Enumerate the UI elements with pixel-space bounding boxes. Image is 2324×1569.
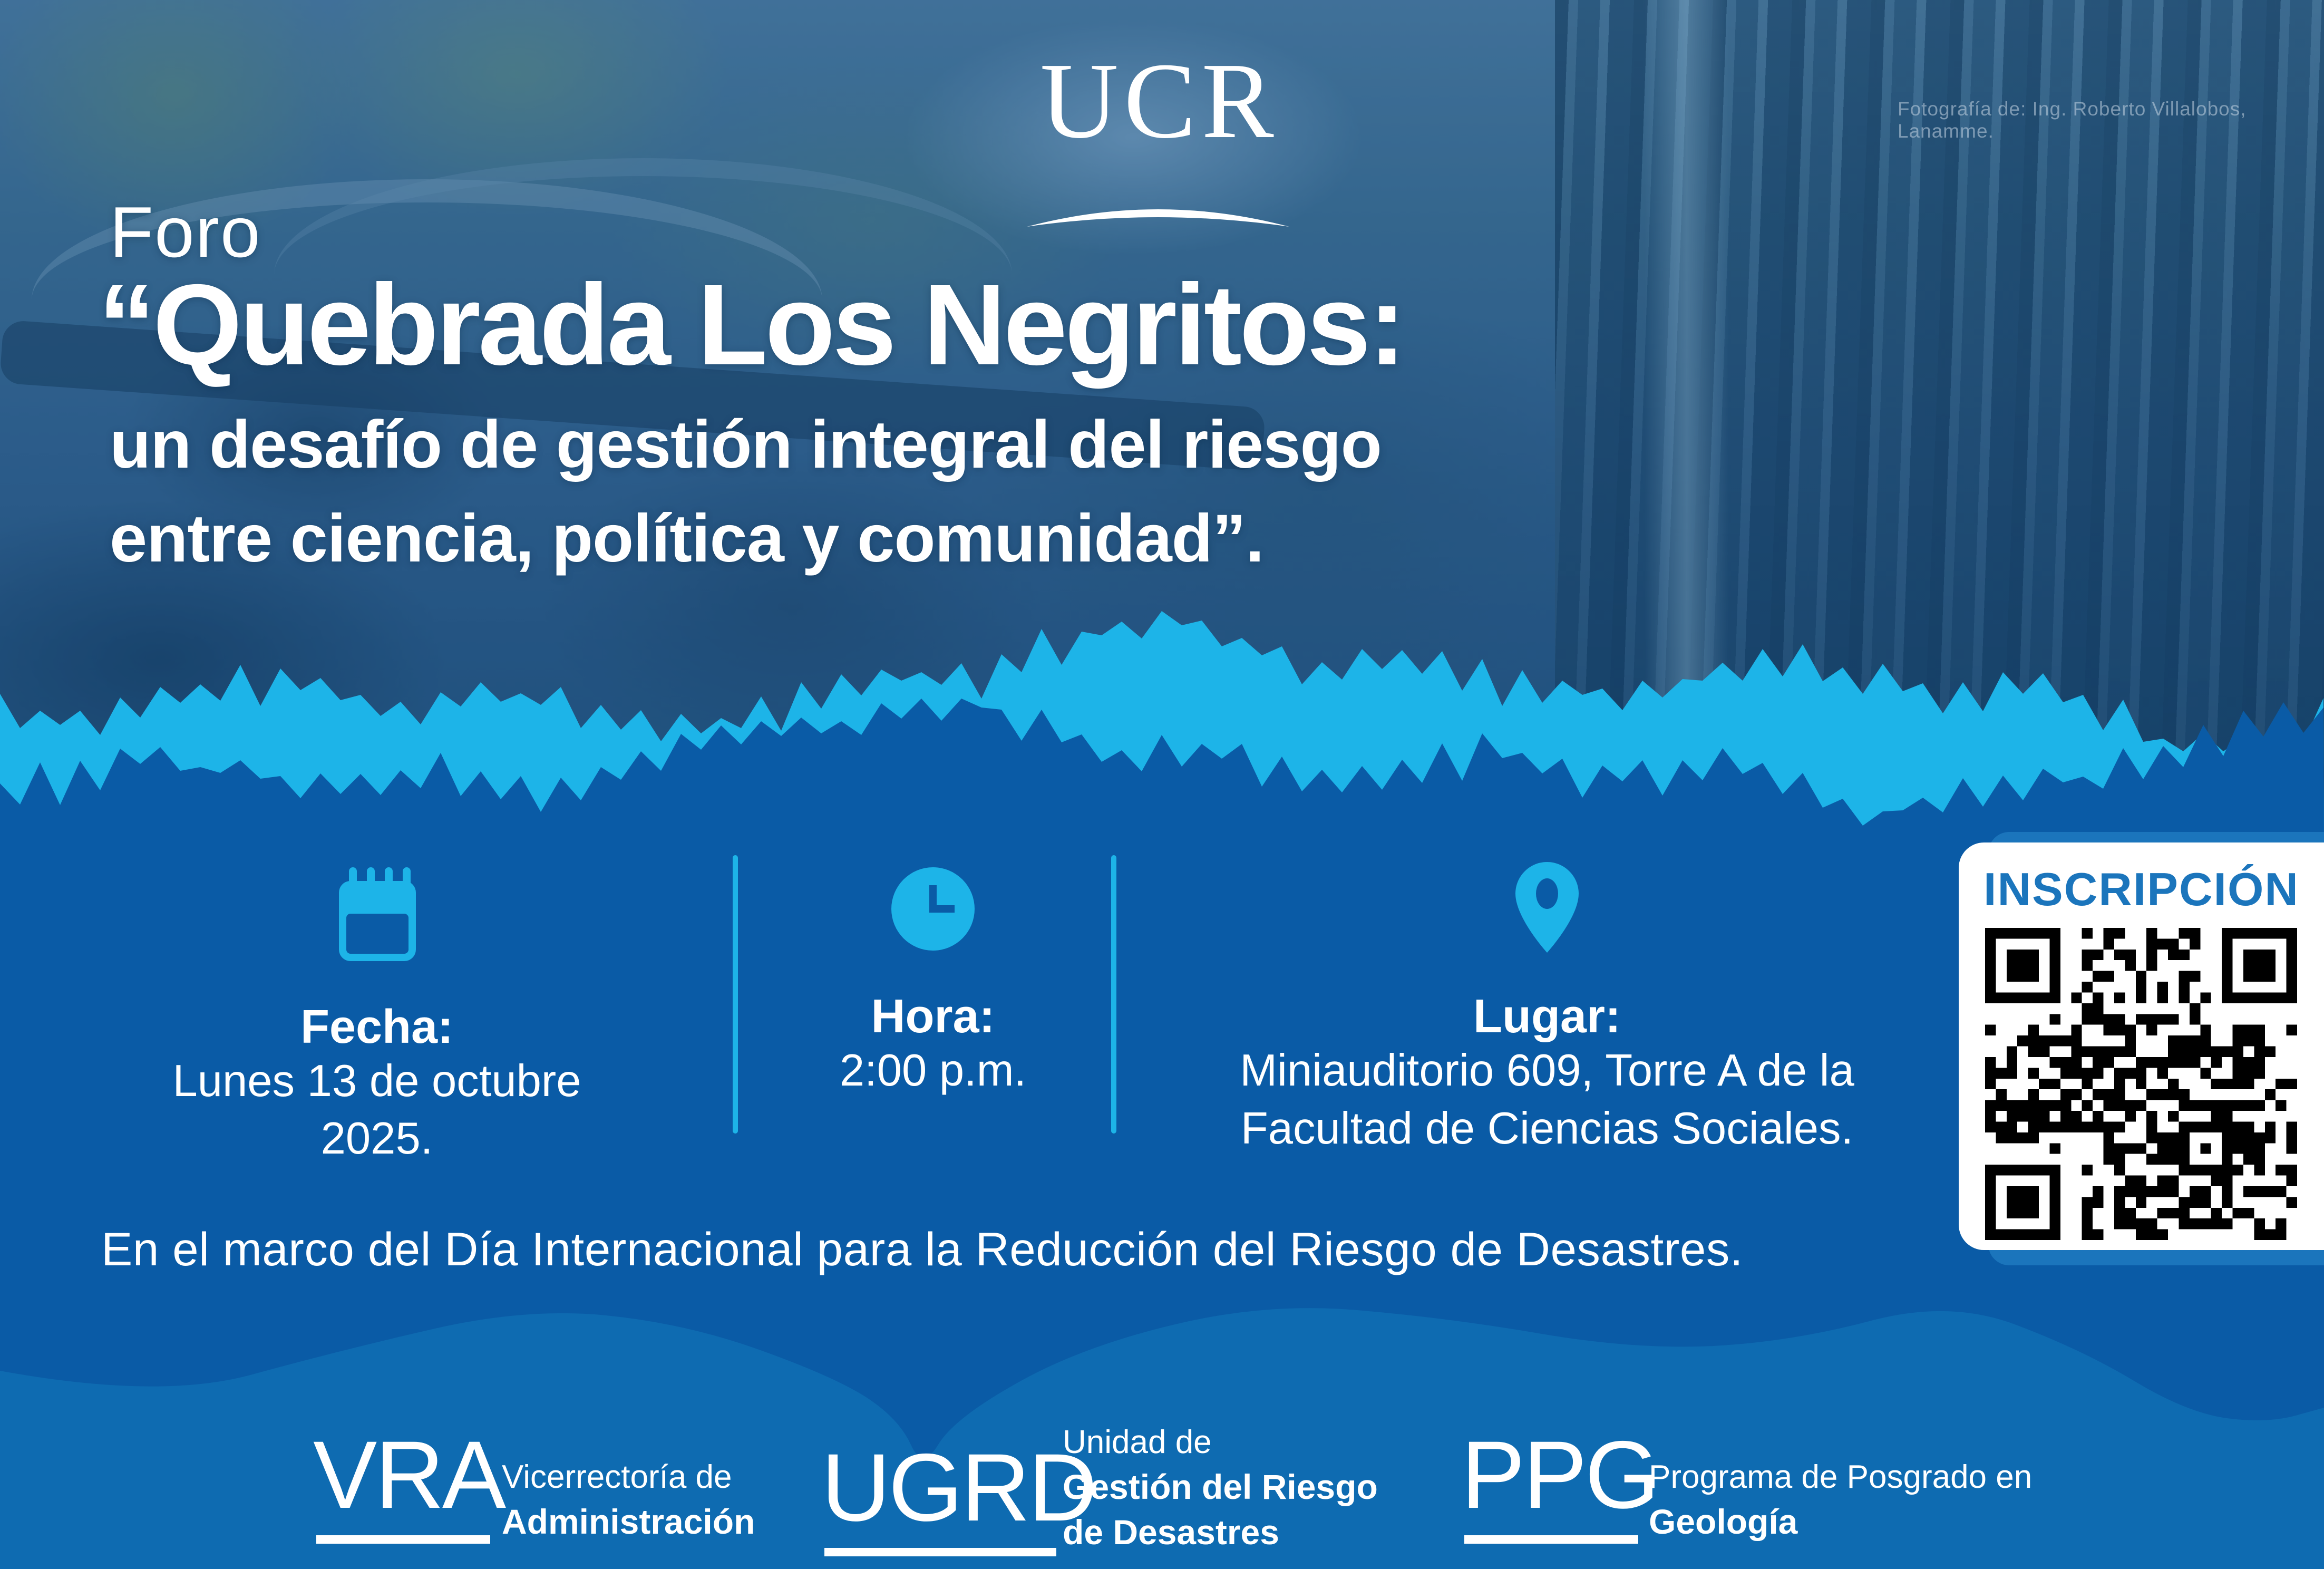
lugar-value-line2: Facultad de Ciencias Sociales. [1240,1103,1854,1154]
vra-underline [316,1535,490,1544]
registration-title: INSCRIPCIÓN [1983,863,2299,915]
fecha-value: Lunes 13 de octubre 2025. [172,1056,581,1164]
vra-label-line2: Administración [502,1502,755,1541]
lugar-value-line1: Miniauditorio 609, Torre A de la [1240,1045,1854,1096]
qr-code[interactable] [1985,928,2297,1240]
event-title-line2: un desafío de gestión integral del riesg… [110,407,1382,482]
event-kicker: Foro [110,192,261,272]
event-title-line3: entre ciencia, política y comunidad”. [110,501,1264,576]
ucr-logo: UCR [1040,40,1279,161]
ugrd-logo: UGRD [821,1434,1097,1541]
event-title-line1: “Quebrada Los Negritos: [98,261,1406,389]
column-divider-2 [1111,855,1116,1134]
ugrd-label-line2: Gestión del Riesgo [1063,1467,1378,1506]
hora-value: 2:00 p.m. [839,1045,1027,1096]
clock-icon [891,867,975,951]
ucr-logo-arc [1027,209,1289,227]
photo-credit: Fotografía de: Ing. Roberto Villalobos, … [1898,98,2247,142]
hora-label: Hora: [871,990,995,1043]
vra-label-line1: Vicerrectoría de [502,1459,732,1495]
bottom-wave-band [0,1308,2324,1569]
fecha-label: Fecha: [300,1001,454,1053]
ppg-logo: PPG [1461,1421,1659,1528]
framing-note: En el marco del Día Internacional para l… [101,1223,1744,1275]
bamboo-highlight [1645,0,1729,791]
torn-paper-edge [0,611,2324,844]
column-divider-1 [733,855,738,1134]
ugrd-label-line3: de Desastres [1063,1513,1279,1552]
registration-card: INSCRIPCIÓN [1959,842,2324,1250]
vra-logo: VRA [313,1421,506,1528]
ppg-label-line2: Geología [1649,1502,1798,1541]
calendar-icon [339,867,416,961]
ugrd-label-line1: Unidad de [1063,1424,1212,1460]
ppg-underline [1464,1535,1638,1544]
location-pin-icon [1515,862,1579,953]
lugar-label: Lugar: [1473,990,1621,1043]
ppg-label-line1: Programa de Posgrado en [1649,1459,2033,1495]
ugrd-underline [824,1548,1056,1556]
